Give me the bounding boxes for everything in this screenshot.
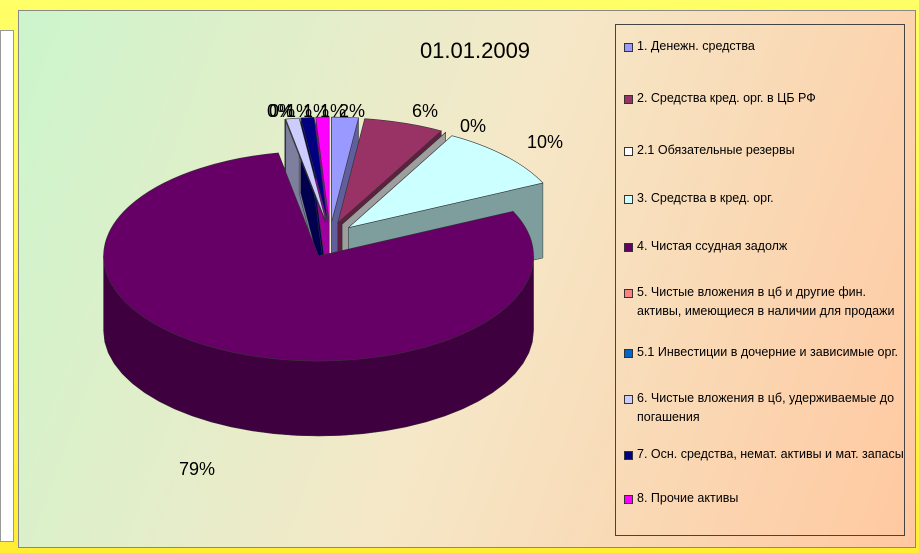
data-label-value: 1 (303, 101, 313, 121)
data-label: 2% (339, 101, 365, 121)
legend-entry: 5. Чистые вложения в цб и другие фин. ак… (624, 283, 906, 321)
legend-swatch (624, 451, 633, 460)
data-label-value: 0 (267, 101, 277, 121)
legend-entry: 7. Осн. средства, немат. активы и мат. з… (624, 445, 906, 464)
data-label-value: 1 (286, 101, 296, 121)
pie-slice (285, 117, 327, 223)
data-label: 6% (412, 101, 438, 121)
legend-label: 2.1 Обязательные резервы (637, 143, 795, 157)
pie-slice (103, 152, 534, 362)
data-label-value: 6 (412, 101, 422, 121)
legend-swatch (624, 395, 633, 404)
legend-entry: 3. Средства в кред. орг. (624, 189, 906, 208)
pie-slice (348, 135, 544, 228)
data-label: 0% (460, 116, 486, 136)
legend-label: 3. Средства в кред. орг. (637, 191, 774, 205)
legend-entry: 2. Средства кред. орг. в ЦБ РФ (624, 89, 906, 108)
data-label: 1% (286, 101, 312, 121)
data-label-value: 1 (320, 101, 330, 121)
legend-label: 1. Денежн. средства (637, 39, 755, 53)
pie-slice (284, 119, 326, 223)
legend-entry: 2.1 Обязательные резервы (624, 141, 906, 160)
legend-entry: 4. Чистая ссудная задолж (624, 237, 906, 256)
legend-label: 5.1 Инвестиции в дочерние и зависимые ор… (637, 345, 898, 359)
legend-entry: 5.1 Инвестиции в дочерние и зависимые ор… (624, 343, 906, 362)
legend-entry: 1. Денежн. средства (624, 37, 906, 56)
data-label-value: 0 (460, 116, 470, 136)
data-label-unit: % (199, 459, 215, 479)
data-label: 0% (267, 101, 293, 121)
data-label-value: 2 (339, 101, 349, 121)
legend: 1. Денежн. средства 2. Средства кред. орг… (615, 24, 905, 536)
data-label-value: 10 (527, 132, 547, 152)
data-label-unit: % (349, 101, 365, 121)
data-label: 10% (527, 132, 563, 152)
data-label-value: 79 (179, 459, 199, 479)
legend-label: 5. Чистые вложения в цб и другие фин. ак… (637, 285, 895, 318)
data-label-unit: % (277, 101, 293, 121)
data-label-unit: % (422, 101, 438, 121)
legend-label: 7. Осн. средства, немат. активы и мат. з… (637, 447, 904, 461)
pie-slice (331, 116, 359, 223)
data-label: 1% (320, 101, 346, 121)
data-label-unit: % (470, 116, 486, 136)
legend-swatch (624, 495, 633, 504)
legend-label: 8. Прочие активы (637, 491, 739, 505)
legend-label: 6. Чистые вложения в цб, удерживаемые до… (637, 391, 895, 424)
data-label-unit: % (296, 101, 312, 121)
data-label-value: 0 (269, 101, 279, 121)
legend-swatch (624, 147, 633, 156)
legend-label: 4. Чистая ссудная задолж (637, 239, 788, 253)
legend-swatch (624, 243, 633, 252)
data-label-unit: % (313, 101, 329, 121)
pie-tops (103, 116, 544, 362)
legend-swatch (624, 289, 633, 298)
pie-slice (300, 116, 328, 223)
data-label-unit: % (547, 132, 563, 152)
data-label-unit: % (330, 101, 346, 121)
legend-swatch (624, 95, 633, 104)
data-label-unit: % (279, 101, 295, 121)
legend-entry: 8. Прочие активы (624, 489, 906, 508)
legend-label: 2. Средства кред. орг. в ЦБ РФ (637, 91, 816, 105)
data-label: 0% (269, 101, 295, 121)
pie-slice (315, 116, 330, 223)
legend-swatch (624, 195, 633, 204)
data-label: 1% (303, 101, 329, 121)
side-panel (0, 30, 14, 542)
chart-title: 01.01.2009 (420, 38, 530, 63)
data-label: 79% (179, 459, 215, 479)
legend-swatch (624, 349, 633, 358)
legend-entry: 6. Чистые вложения в цб, удерживаемые до… (624, 389, 906, 427)
legend-swatch (624, 43, 633, 52)
pie-slice (337, 118, 442, 224)
